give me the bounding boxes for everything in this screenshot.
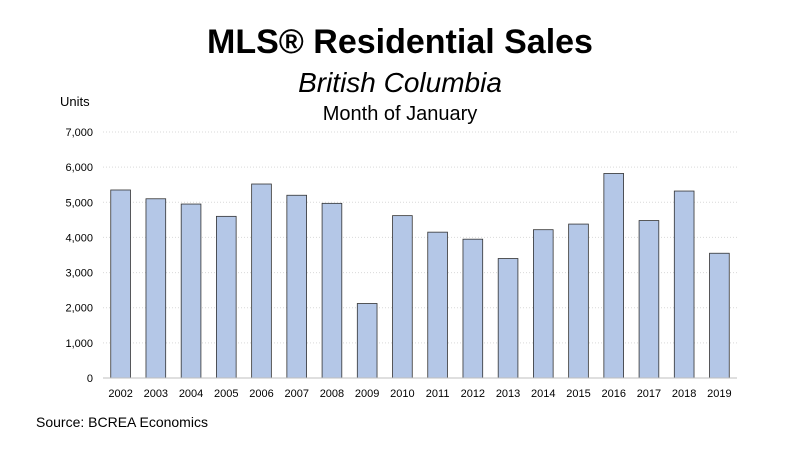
x-tick-label: 2019 [707,388,731,400]
x-tick-label: 2003 [144,388,168,400]
x-tick-label: 2016 [601,388,625,400]
y-tick-label: 7,000 [65,127,93,139]
x-ticks: 2002 2003 2004 2005 2006 2007 2008 2009 2010 2011… [108,388,731,400]
y-tick-label: 0 [87,373,93,385]
x-tick-label: 2011 [426,388,450,400]
y-ticks: 0 1,000 2,000 3,000 4,000 5,000 6,000 7,000 [65,127,93,385]
y-tick-label: 5,000 [65,197,93,209]
x-tick-label: 2009 [355,388,379,400]
bar-2003 [146,199,166,378]
x-tick-label: 2005 [214,388,238,400]
y-tick-label: 2,000 [65,303,93,315]
x-tick-label: 2018 [672,388,696,400]
bar-2011 [428,232,448,378]
source-note: Source: BCREA Economics [36,414,208,430]
x-tick-label: 2006 [249,388,273,400]
x-tick-label: 2002 [108,388,132,400]
bar-2004 [181,204,201,378]
bar-2009 [357,303,377,378]
bar-2019 [710,253,730,378]
bar-2005 [216,216,236,378]
x-tick-label: 2012 [461,388,485,400]
bar-2018 [674,191,694,378]
x-tick-label: 2010 [390,388,414,400]
bar-2008 [322,203,342,378]
y-tick-label: 4,000 [65,232,93,244]
x-tick-label: 2015 [566,388,590,400]
bar-chart: 0 1,000 2,000 3,000 4,000 5,000 6,000 7,000 200… [0,0,800,450]
bar-2010 [393,216,413,378]
bar-2006 [252,184,272,378]
y-tick-label: 3,000 [65,268,93,280]
y-tick-label: 1,000 [65,338,93,350]
x-tick-label: 2007 [284,388,308,400]
bar-2007 [287,195,307,378]
y-tick-label: 6,000 [65,162,93,174]
x-tick-label: 2004 [179,388,203,400]
x-tick-label: 2013 [496,388,520,400]
x-tick-label: 2017 [637,388,661,400]
bars [111,173,730,378]
bar-2013 [498,259,518,378]
bar-2016 [604,173,624,378]
bar-2015 [569,224,589,378]
x-tick-label: 2008 [320,388,344,400]
bar-2017 [639,221,659,378]
bar-2002 [111,190,131,378]
bar-2014 [533,230,553,378]
x-tick-label: 2014 [531,388,555,400]
bar-2012 [463,239,483,378]
